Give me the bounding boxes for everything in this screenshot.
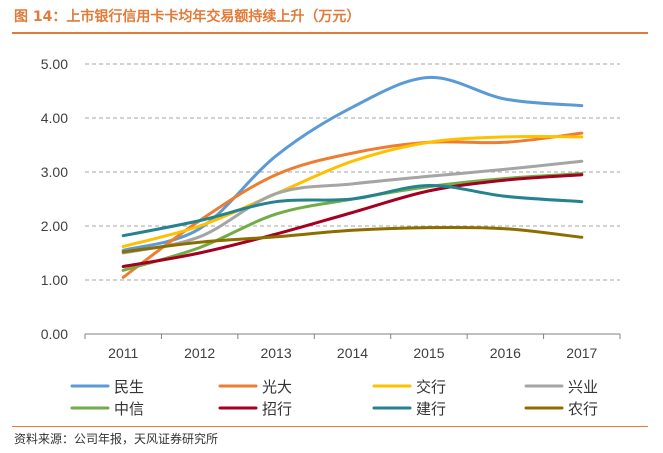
title-rule — [12, 32, 648, 34]
x-tick-label: 2012 — [184, 345, 215, 361]
x-axis: 2011 2012 2013 2014 2015 2016 2017 — [84, 333, 621, 361]
legend-label: 招行 — [262, 400, 292, 418]
footer-rule — [12, 426, 648, 427]
x-tick-label: 2015 — [413, 345, 444, 361]
series-line-6 — [121, 173, 584, 268]
y-tick-label: 4.00 — [41, 110, 68, 126]
legend-label: 中信 — [114, 400, 144, 418]
series-line-8 — [121, 225, 584, 254]
y-tick-label: 3.00 — [41, 164, 68, 180]
chart-grid — [85, 63, 620, 281]
x-tick-label: 2013 — [260, 345, 291, 361]
legend-label: 光大 — [262, 378, 292, 396]
chart-series — [121, 75, 584, 279]
y-tick-label: 0.00 — [41, 326, 68, 342]
series-line-4 — [121, 159, 584, 255]
series-line-7 — [121, 183, 584, 238]
x-tick-label: 2016 — [490, 345, 521, 361]
legend-label: 交行 — [416, 378, 446, 396]
legend-label: 农行 — [568, 400, 598, 418]
series-line-3 — [121, 135, 584, 248]
y-tick-label: 5.00 — [41, 56, 68, 72]
y-tick-label: 2.00 — [41, 218, 68, 234]
legend-label: 民生 — [114, 378, 144, 396]
x-tick-label: 2017 — [566, 345, 597, 361]
x-tick-label: 2011 — [108, 345, 138, 361]
y-axis-ticks: 0.00 1.00 2.00 3.00 4.00 5.00 — [41, 56, 68, 342]
series-line-1 — [121, 75, 584, 252]
source-note: 资料来源：公司年报，天风证券研究所 — [14, 432, 219, 446]
legend-label: 建行 — [416, 400, 446, 418]
y-tick-label: 1.00 — [41, 272, 68, 288]
legend-label: 兴业 — [568, 378, 598, 396]
x-tick-label: 2014 — [337, 345, 368, 361]
chart-title: 图 14：上市银行信用卡卡均年交易额持续上升（万元） — [14, 9, 361, 25]
